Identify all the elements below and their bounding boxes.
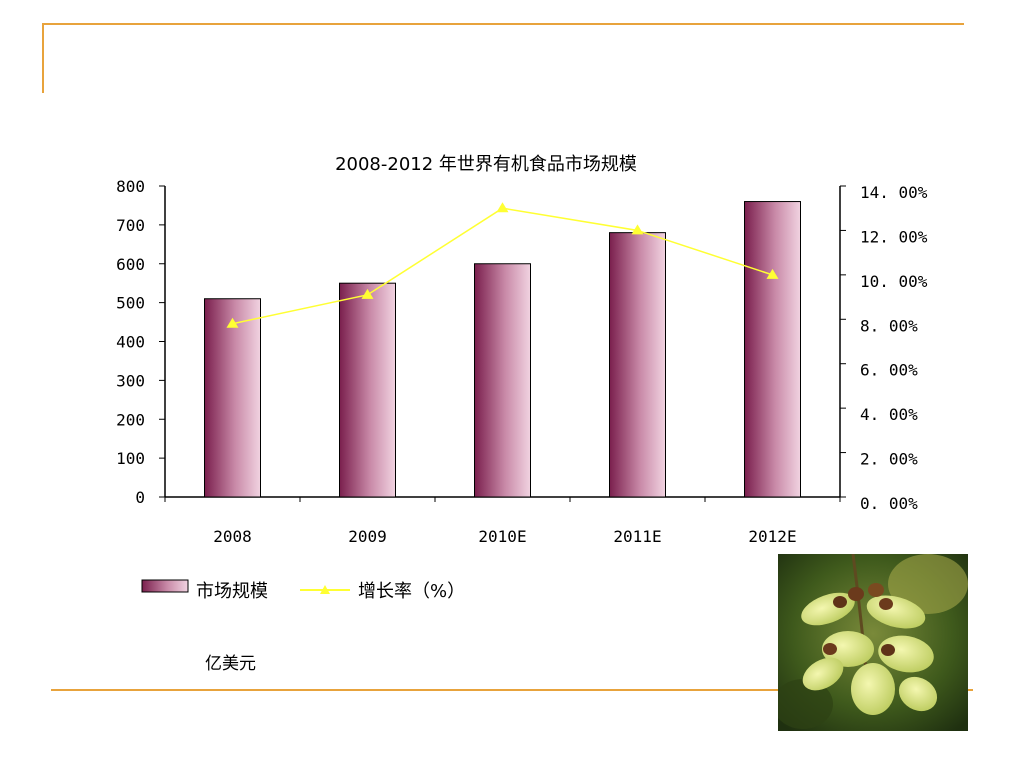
bottom-rule — [51, 689, 973, 691]
y-right-tick-label: 8. 00% — [860, 316, 918, 335]
growth-rate-point — [766, 268, 779, 279]
x-tick-label: 2008 — [213, 527, 252, 546]
bar-market-size — [204, 298, 261, 498]
bar-market-size — [474, 263, 531, 498]
growth-rate-point — [631, 224, 644, 235]
unit-label: 亿美元 — [205, 654, 256, 674]
legend-marker-triangle — [320, 585, 330, 594]
legend-swatch-bar — [141, 579, 189, 593]
y-left-tick-label: 200 — [116, 410, 145, 429]
y-left-tick-label: 600 — [116, 255, 145, 274]
bar-market-size — [744, 201, 801, 498]
top-rule-vertical — [42, 23, 44, 93]
y-right-tick-label: 2. 00% — [860, 450, 918, 469]
x-tick-label: 2010E — [478, 527, 526, 546]
flower-photo — [778, 554, 968, 731]
y-left-tick-label: 300 — [116, 371, 145, 390]
y-right-tick-label: 4. 00% — [860, 405, 918, 424]
y-right-tick-label: 14. 00% — [860, 183, 928, 202]
y-right-tick-label: 6. 00% — [860, 361, 918, 380]
top-rule-horizontal — [42, 23, 964, 25]
x-tick-label: 2012E — [748, 527, 796, 546]
y-left-tick-label: 100 — [116, 449, 145, 468]
y-left-tick-label: 700 — [116, 216, 145, 235]
bar-market-size — [339, 282, 396, 498]
x-tick-label: 2011E — [613, 527, 661, 546]
growth-rate-point — [496, 202, 509, 213]
y-right-tick-label: 10. 00% — [860, 272, 928, 291]
y-left-tick-label: 500 — [116, 294, 145, 313]
y-right-tick-label: 0. 00% — [860, 494, 918, 513]
y-left-tick-label: 800 — [116, 177, 145, 196]
legend-label-bar: 市场规模 — [196, 581, 268, 602]
bar-market-size — [609, 232, 666, 498]
growth-rate-point — [226, 317, 239, 328]
y-left-tick-label: 0 — [135, 488, 145, 507]
growth-rate-point — [361, 288, 374, 299]
chart-title: 2008-2012 年世界有机食品市场规模 — [335, 154, 637, 175]
y-left-tick-label: 400 — [116, 333, 145, 352]
x-tick-label: 2009 — [348, 527, 387, 546]
legend: 市场规模 增长率（%） — [141, 579, 465, 602]
legend-label-line: 增长率（%） — [358, 581, 465, 602]
y-right-tick-label: 12. 00% — [860, 227, 928, 246]
